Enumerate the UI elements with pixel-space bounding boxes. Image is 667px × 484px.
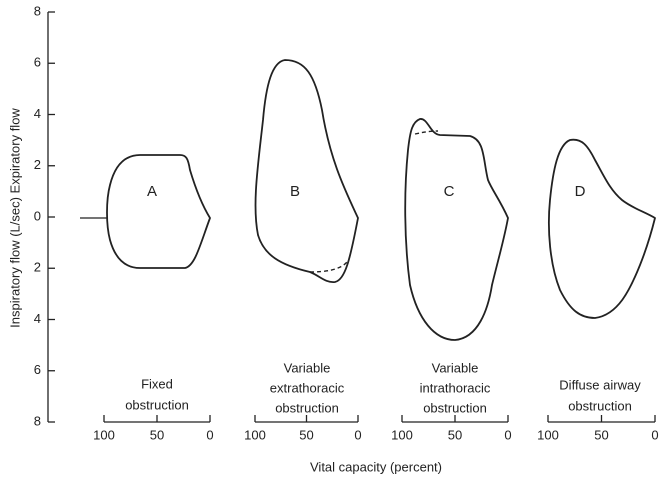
panel-caption: obstruction (423, 400, 487, 415)
y-tick-label: 8 (34, 3, 41, 18)
x-tick-label: 100 (93, 427, 115, 442)
y-axis-label: Inspiratory flow (L/sec) Expiratory flow (7, 108, 22, 328)
x-tick-label: 100 (391, 427, 413, 442)
x-tick-label: 50 (448, 427, 462, 442)
y-tick-label: 6 (34, 362, 41, 377)
x-tick-label: 0 (651, 427, 658, 442)
panel-caption: Variable (284, 360, 331, 375)
panel-caption: Variable (432, 360, 479, 375)
x-tick-label: 0 (206, 427, 213, 442)
x-tick-label: 50 (299, 427, 313, 442)
panel-caption: Diffuse airway (559, 377, 641, 392)
x-tick-label: 0 (504, 427, 511, 442)
x-tick-label: 50 (150, 427, 164, 442)
panel-caption: extrathoracic (270, 380, 345, 395)
panel-caption: obstruction (275, 400, 339, 415)
x-tick-label: 50 (594, 427, 608, 442)
loop-b (254, 59, 359, 283)
loop-d (548, 138, 656, 319)
panel-letter: D (575, 183, 586, 200)
x-tick-label: 100 (244, 427, 266, 442)
panel-letter: C (444, 183, 455, 200)
y-tick-label: 2 (34, 260, 41, 275)
y-tick-label: 6 (34, 55, 41, 70)
y-tick-label: 2 (34, 157, 41, 172)
panel-caption: obstruction (125, 397, 189, 412)
x-axis-label: Vital capacity (percent) (310, 459, 442, 474)
x-tick-label: 100 (537, 427, 559, 442)
y-tick-label: 4 (34, 106, 41, 121)
y-tick-label: 4 (34, 311, 41, 326)
panel-letter: B (290, 183, 300, 200)
x-tick-label: 0 (354, 427, 361, 442)
dashed-b (309, 261, 348, 273)
y-tick-label: 8 (34, 413, 41, 428)
panel-caption: obstruction (568, 398, 632, 413)
y-tick-label: 0 (34, 208, 41, 223)
dashed-c (414, 130, 439, 135)
panel-caption: intrathoracic (420, 380, 491, 395)
panel-caption: Fixed (141, 376, 173, 391)
loop-a (106, 154, 211, 269)
panel-letter: A (147, 183, 157, 200)
loop-c (404, 118, 509, 341)
